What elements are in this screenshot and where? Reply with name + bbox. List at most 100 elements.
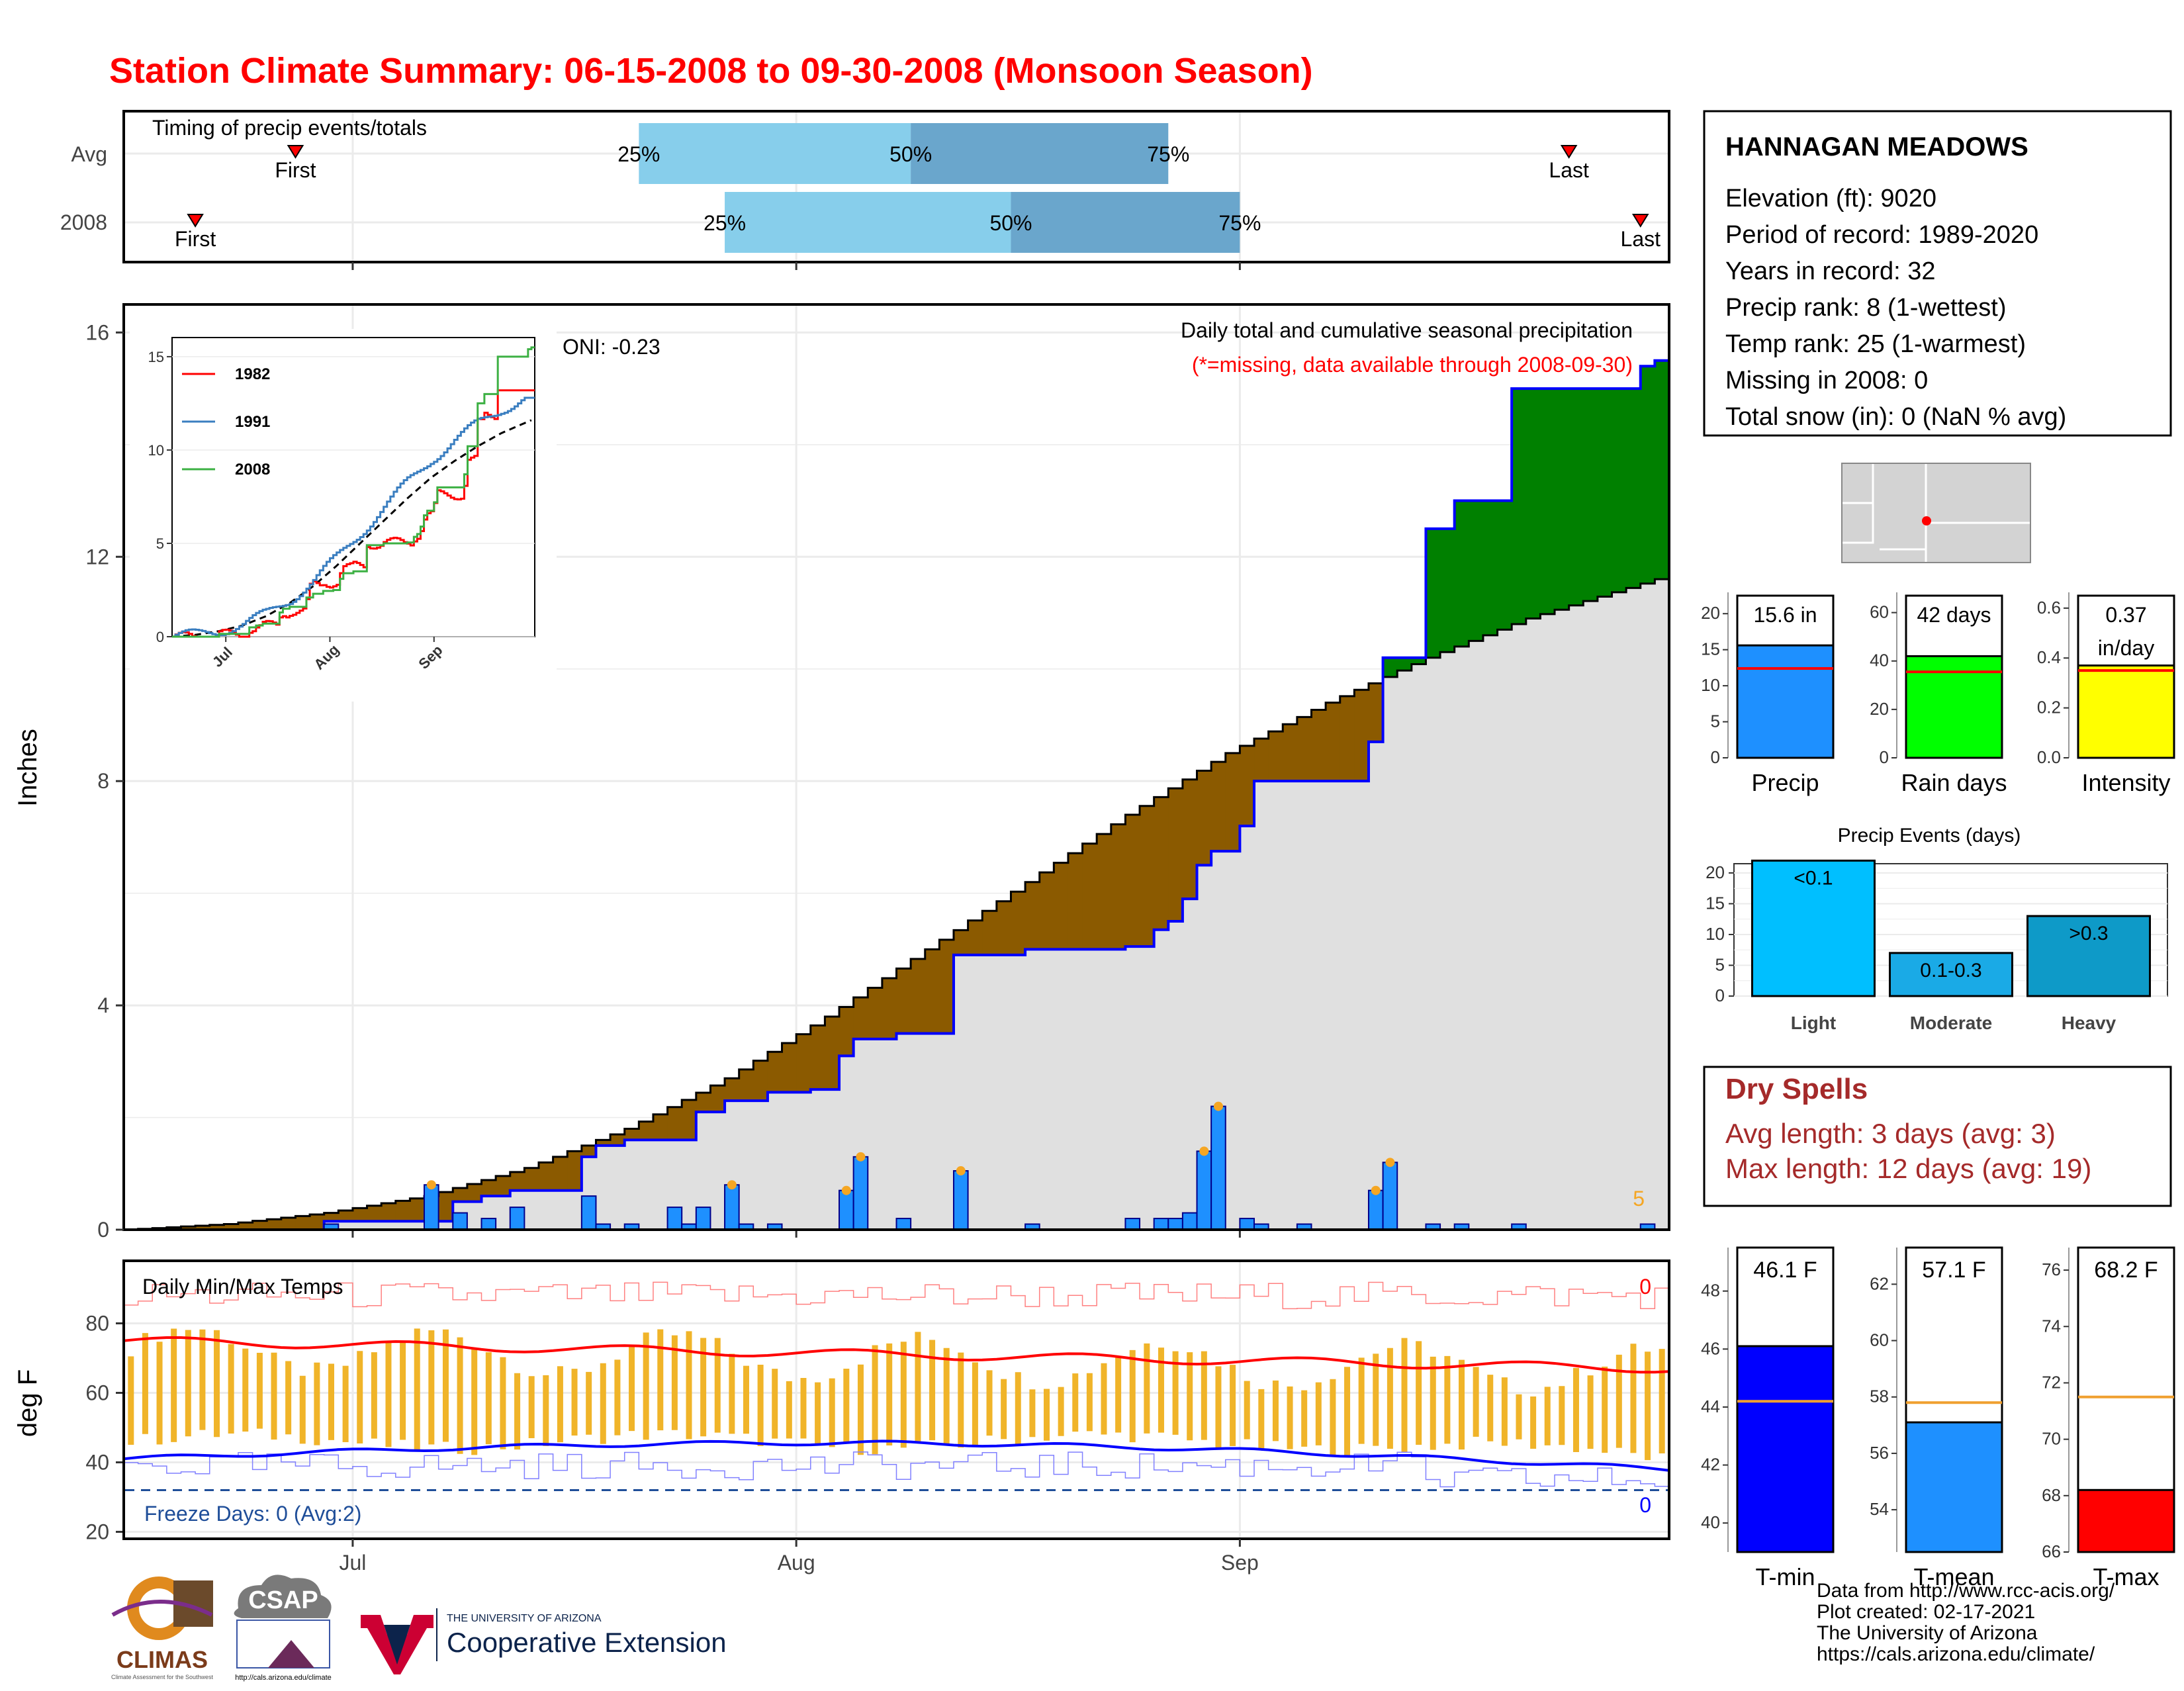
above-normal-fill: [1512, 388, 1527, 624]
daily-precip-bar: [724, 1184, 740, 1230]
below-normal-fill: [310, 1214, 325, 1230]
daily-precip-bar: [695, 1207, 711, 1231]
below-normal-fill: [567, 1151, 582, 1191]
below-normal-fill: [1039, 872, 1054, 950]
precip-y-tick: 16: [85, 320, 109, 344]
summary-bar-tick: 0.2: [2037, 698, 2061, 717]
below-normal-fill: [796, 1034, 811, 1093]
precip-y-tick: 0: [97, 1218, 109, 1242]
below-normal-fill: [1154, 797, 1169, 930]
locator-map: [1841, 463, 2031, 563]
summary-bar-tick: 0.4: [2037, 647, 2061, 667]
daily-precip-bar: [580, 1195, 597, 1231]
summary-bar-label: Intensity: [2081, 769, 2170, 796]
below-normal-fill: [1025, 882, 1040, 950]
below-normal-fill: [467, 1184, 482, 1202]
above-normal-fill: [1640, 366, 1655, 584]
temp-summary-value-label: 68.2 F: [2094, 1257, 2158, 1283]
temp-y-axis-label: deg F: [13, 1369, 42, 1437]
daily-precip-bar: [1167, 1218, 1183, 1231]
credit-line: https://cals.arizona.edu/climate/: [1817, 1643, 2095, 1665]
below-normal-fill: [996, 901, 1011, 955]
temp-summary-tick: 58: [1870, 1387, 1889, 1406]
below-normal-fill: [267, 1219, 282, 1230]
temp-summary-value-label: 46.1 F: [1753, 1257, 1817, 1283]
temp-summary-value-bar: [2077, 1488, 2175, 1553]
summary-bar-rain-days: 0 20 40 60 42 days Rain days: [1870, 592, 2007, 796]
above-normal-fill: [1540, 388, 1555, 614]
summary-value-label: 0.37: [2105, 603, 2146, 627]
temp-summary-tick: 74: [2042, 1316, 2061, 1336]
inset-legend-label: 1991: [235, 413, 270, 431]
below-normal-fill: [596, 1140, 611, 1146]
first-event-label: First: [275, 158, 316, 182]
timing-row-label-2008: 2008: [60, 210, 107, 234]
oni-label: ONI: -0.23: [563, 335, 660, 359]
station-location-marker: [1922, 516, 1931, 526]
precip-caption: Daily total and cumulative seasonal prec…: [1181, 318, 1633, 342]
x-axis-tick-label: Jul: [339, 1551, 366, 1575]
temp-y-tick: 80: [85, 1312, 109, 1336]
above-normal-fill: [1469, 500, 1484, 641]
below-normal-fill: [1211, 762, 1226, 852]
timing-p75-label: 75%: [1218, 211, 1261, 235]
summary-bar-tick: 0.6: [2037, 598, 2061, 617]
below-normal-fill: [410, 1198, 425, 1222]
above-normal-fill: [1383, 657, 1398, 677]
below-normal-fill: [1140, 805, 1155, 947]
heavy-day-marker: [727, 1180, 737, 1190]
missing-note: (*=missing, data available through 2008-…: [1192, 353, 1633, 377]
above-normal-fill: [1569, 388, 1584, 606]
below-normal-fill: [1254, 739, 1269, 782]
above-normal-fill: [1626, 388, 1641, 588]
below-normal-fill: [667, 1107, 682, 1140]
daily-precip-bar: [1367, 1189, 1384, 1231]
events-y-tick: 0: [1715, 985, 1725, 1005]
below-normal-fill: [610, 1134, 625, 1146]
above-normal-fill: [1482, 500, 1498, 635]
below-normal-fill: [853, 997, 868, 1039]
below-normal-fill: [767, 1052, 783, 1093]
heavy-day-marker: [1371, 1185, 1381, 1195]
ua-top-text: THE UNIVERSITY OF ARIZONA: [447, 1613, 602, 1624]
events-category-label: Light: [1791, 1013, 1836, 1033]
below-normal-fill: [825, 1017, 840, 1090]
below-normal-fill: [939, 939, 954, 1034]
temp-panel: 20 40 60 80 Daily Min/Max Temps Freeze Days…: [13, 1259, 1670, 1575]
below-normal-fill: [481, 1179, 496, 1197]
daily-precip-bar: [424, 1184, 439, 1230]
below-normal-fill: [1354, 690, 1369, 782]
temp-summary-tick: 68: [2042, 1485, 2061, 1505]
temp-summary-tick: 72: [2042, 1372, 2061, 1392]
temp-summary-value-bar: [1736, 1345, 1835, 1553]
first-event-marker: [287, 145, 304, 159]
below-normal-fill: [1340, 696, 1355, 782]
summary-bar-tick: 0: [1711, 747, 1720, 767]
summary-bar-tick: 20: [1870, 699, 1889, 719]
last-event-label: Last: [1621, 227, 1661, 251]
below-normal-fill: [953, 930, 969, 955]
freeze-count-top: 0: [1639, 1275, 1651, 1299]
timing-p50-label: 50%: [889, 142, 932, 166]
inset-legend-label: 2008: [235, 461, 270, 479]
below-normal-fill: [209, 1224, 224, 1230]
temp-summary-tick: 42: [1701, 1455, 1720, 1475]
normal-tmin-line: [123, 1440, 1670, 1472]
above-normal-fill: [1440, 528, 1455, 653]
temp-summary-tick: 44: [1701, 1396, 1720, 1416]
temp-y-tick: 40: [85, 1451, 109, 1475]
temp-summary-tick: 70: [2042, 1429, 2061, 1449]
x-axis-tick-label: Sep: [1221, 1551, 1259, 1575]
first-event-label: First: [175, 227, 216, 251]
summary-bar-tick: 15: [1701, 639, 1720, 659]
ua-logo: THE UNIVERSITY OF ARIZONA Cooperative Ex…: [361, 1608, 727, 1674]
summary-bar-tick: 0.0: [2037, 747, 2061, 767]
temp-summary-tick: 46: [1701, 1338, 1720, 1358]
daily-precip-bar: [1181, 1212, 1198, 1230]
page-title: Station Climate Summary: 06-15-2008 to 0…: [109, 51, 1313, 91]
events-bar: [1889, 952, 2013, 997]
inset-series-line: [172, 346, 535, 638]
